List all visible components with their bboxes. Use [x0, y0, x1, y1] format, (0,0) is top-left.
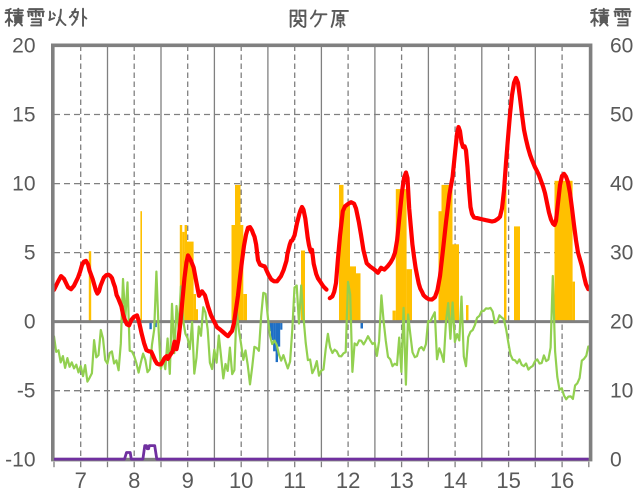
svg-text:0: 0 [610, 449, 622, 472]
svg-text:5: 5 [24, 242, 36, 265]
svg-text:8: 8 [128, 468, 140, 493]
svg-text:15: 15 [12, 104, 35, 127]
svg-text:20: 20 [610, 311, 633, 334]
svg-text:15: 15 [496, 468, 520, 493]
svg-text:10: 10 [12, 173, 35, 196]
svg-text:10: 10 [610, 380, 633, 403]
svg-text:60: 60 [610, 35, 633, 58]
svg-text:14: 14 [443, 468, 467, 493]
svg-text:-5: -5 [17, 380, 36, 403]
svg-text:30: 30 [610, 242, 633, 265]
svg-text:11: 11 [283, 468, 306, 493]
svg-text:9: 9 [182, 468, 194, 493]
svg-text:10: 10 [229, 468, 253, 493]
svg-text:16: 16 [550, 468, 574, 493]
svg-text:-10: -10 [5, 449, 35, 472]
svg-text:13: 13 [389, 468, 413, 493]
svg-text:7: 7 [75, 468, 87, 493]
svg-text:40: 40 [610, 173, 633, 196]
svg-text:12: 12 [336, 468, 360, 493]
svg-text:0: 0 [24, 311, 36, 334]
svg-text:50: 50 [610, 104, 633, 127]
svg-text:20: 20 [12, 35, 35, 58]
